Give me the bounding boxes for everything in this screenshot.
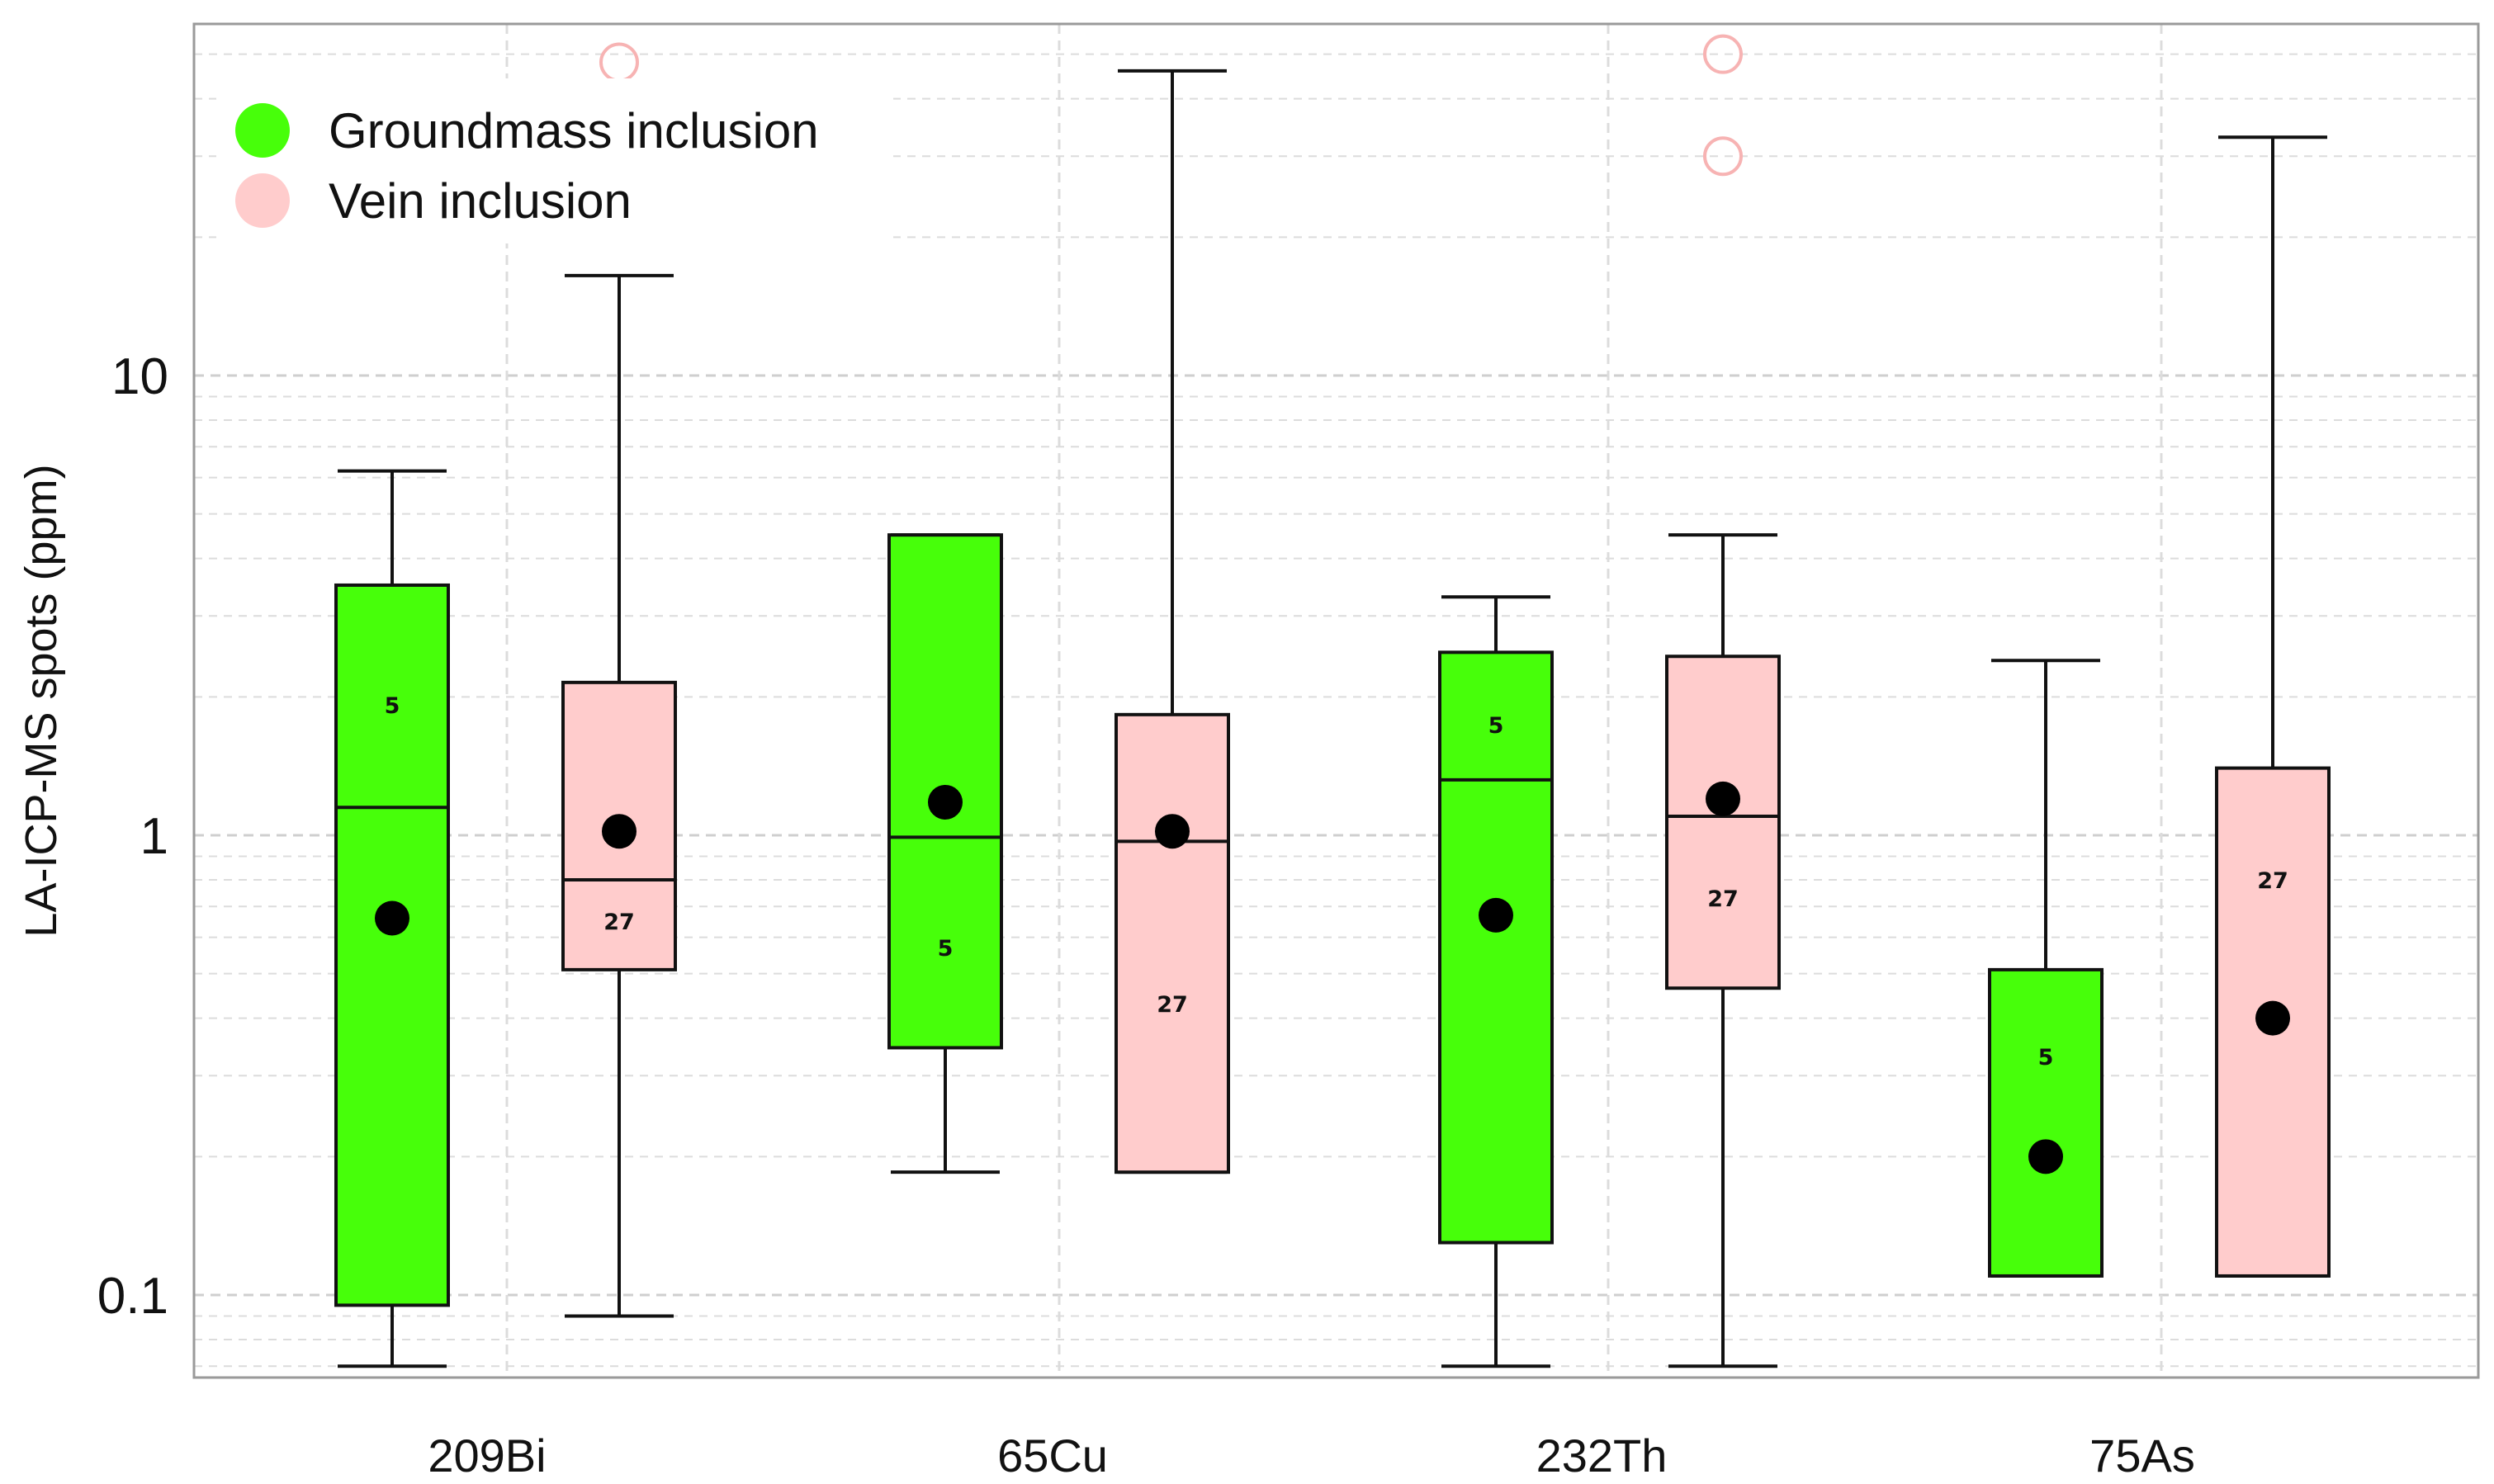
y-tick-label: 10 — [111, 348, 168, 405]
box-group: 27 — [1114, 69, 1230, 1174]
box-group: 5 — [1438, 595, 1554, 1368]
legend: Groundmass inclusion Vein inclusion — [216, 78, 893, 243]
legend-label: Vein inclusion — [329, 173, 632, 229]
count-label: 27 — [2257, 868, 2288, 894]
legend-marker — [235, 103, 290, 158]
legend-marker — [235, 173, 290, 228]
mean-point — [1479, 897, 1513, 933]
box-group: 27 — [561, 42, 677, 1318]
box — [1438, 650, 1554, 1245]
box — [1114, 712, 1230, 1174]
mean-point — [928, 784, 963, 820]
x-tick-label: 75As — [2089, 1430, 2195, 1482]
x-tick-label: 65Cu — [997, 1430, 1108, 1482]
count-label: 5 — [385, 693, 400, 719]
outlier-point — [1703, 34, 1743, 74]
mean-point — [1706, 781, 1740, 816]
box-group: 5 — [334, 469, 450, 1368]
count-label: 5 — [1488, 713, 1504, 739]
legend-background — [216, 78, 893, 243]
mean-point — [2028, 1139, 2063, 1174]
box-group: 5 — [887, 533, 1003, 1174]
count-label: 5 — [2038, 1045, 2054, 1070]
y-tick-label: 0.1 — [97, 1268, 168, 1325]
count-label: 5 — [938, 936, 954, 962]
x-axis: 209Bi 65Cu 232Th 75As — [428, 1430, 2194, 1482]
box-group: 27 — [2215, 135, 2331, 1278]
box — [1665, 655, 1781, 990]
mean-point — [1155, 814, 1190, 849]
count-label: 27 — [1707, 886, 1739, 912]
box — [334, 583, 450, 1307]
y-tick-label: 1 — [140, 808, 168, 865]
y-axis-label: LA-ICP-MS spots (ppm) — [17, 464, 66, 937]
mean-point — [2255, 1000, 2290, 1036]
box — [1988, 967, 2104, 1278]
x-tick-label: 232Th — [1536, 1430, 1668, 1482]
box-group: 5 — [1988, 659, 2104, 1278]
box-series: 5 5 5 5 27 27 27 27 — [334, 34, 2331, 1368]
outlier-point — [599, 42, 639, 83]
y-axis: 0.1 1 10 — [97, 348, 168, 1325]
gridlines-minor — [194, 53, 2478, 1368]
plot-area-frame — [192, 22, 2480, 1379]
box — [887, 533, 1003, 1050]
mean-point — [602, 814, 637, 849]
x-tick-label: 209Bi — [428, 1430, 546, 1482]
legend-label: Groundmass inclusion — [329, 103, 819, 158]
count-label: 27 — [603, 910, 635, 935]
box-group: 27 — [1665, 34, 1781, 1368]
mean-point — [375, 900, 409, 936]
outlier-point — [1703, 136, 1743, 177]
gridlines-vertical — [505, 24, 2163, 1378]
count-label: 27 — [1157, 992, 1188, 1018]
